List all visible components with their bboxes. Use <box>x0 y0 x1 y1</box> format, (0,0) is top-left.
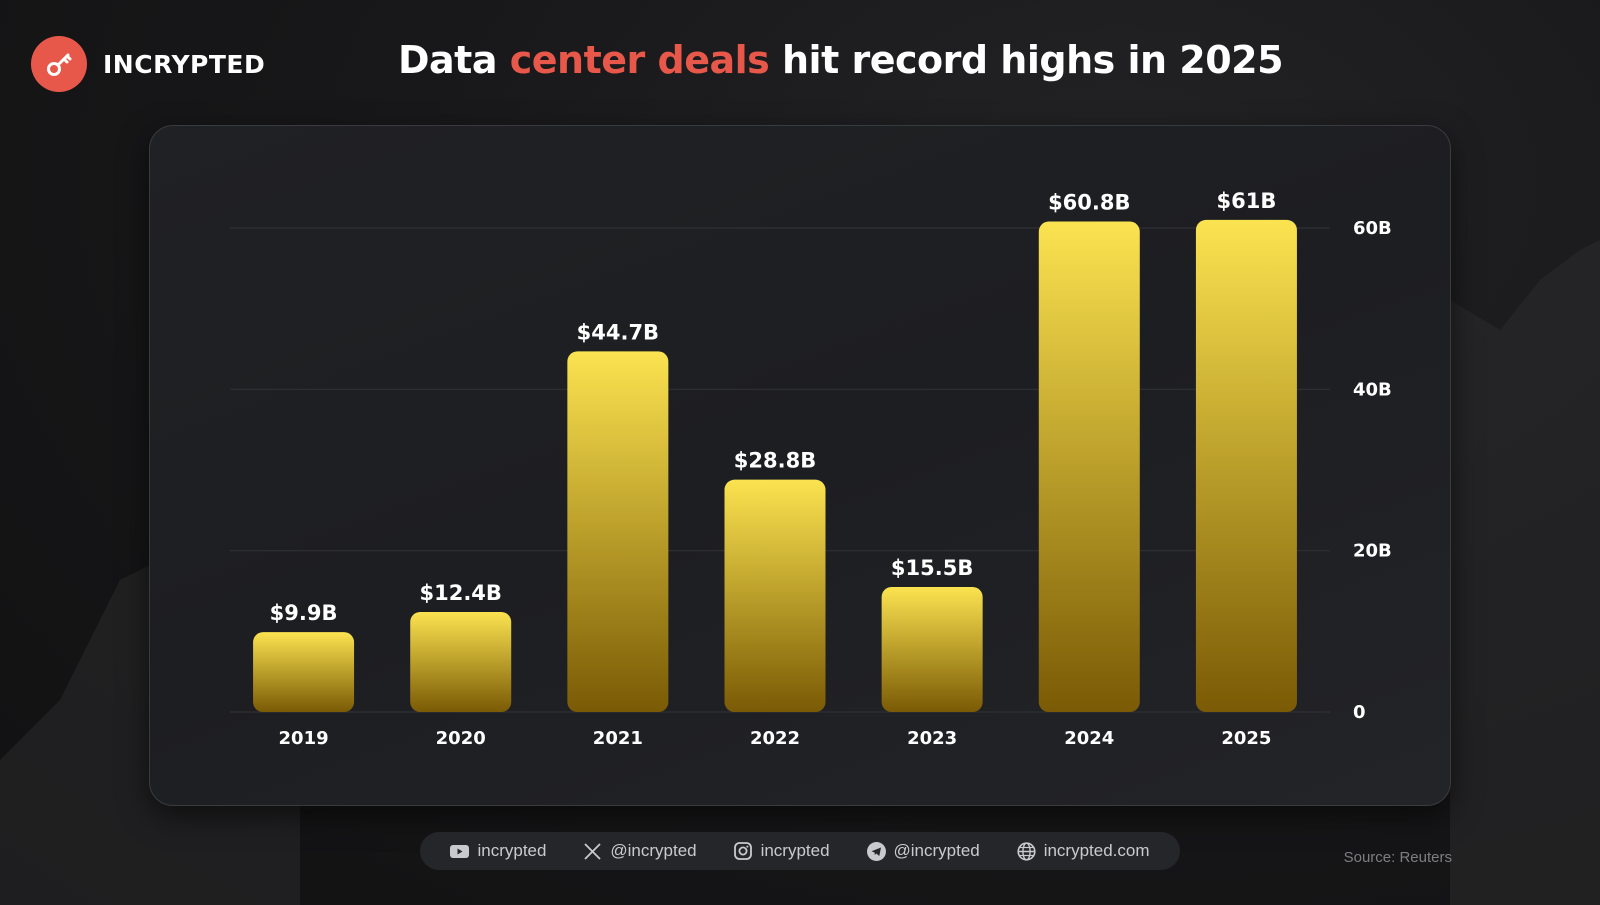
brand-logo: INCRYPTED <box>31 36 265 92</box>
social-telegram-label: @incrypted <box>893 841 980 860</box>
title-part-1: Data <box>398 38 510 82</box>
chart-card: 0 20B 40B 60B $9.9B 2019 $12.4B 2020 $44.7B 2021 $… <box>149 125 1451 806</box>
source-note: Source: Reuters <box>1343 849 1452 866</box>
x-tick-label: 2024 <box>1064 728 1114 749</box>
bar-value-label: $44.7B <box>577 320 659 344</box>
social-links-bar: incrypted @incrypted incrypted @incrypte… <box>420 832 1180 870</box>
x-tick-label: 2022 <box>750 728 800 749</box>
x-tick-label: 2021 <box>593 728 643 749</box>
bar-2025 <box>1195 219 1297 712</box>
x-tick-label: 2020 <box>436 728 486 749</box>
y-tick-label: 60B <box>1353 218 1392 239</box>
social-x-label: @incrypted <box>610 841 697 860</box>
social-youtube-label: incrypted <box>477 841 547 860</box>
social-instagram-label: incrypted <box>760 841 830 860</box>
bar-value-label: $9.9B <box>270 601 338 625</box>
social-telegram[interactable]: @incrypted <box>866 841 980 861</box>
bar-2021 <box>567 351 669 712</box>
title-accent: center deals <box>509 38 770 82</box>
key-icon <box>31 36 87 92</box>
bar-value-label: $15.5B <box>891 556 973 580</box>
social-instagram[interactable]: incrypted <box>734 841 830 861</box>
bar-value-label: $28.8B <box>734 449 816 473</box>
bar-2024 <box>1038 221 1140 712</box>
bar-value-label: $61B <box>1217 189 1277 213</box>
bar-2020 <box>410 611 512 712</box>
x-icon <box>583 842 602 861</box>
x-tick-label: 2023 <box>907 728 957 749</box>
social-x[interactable]: @incrypted <box>583 841 697 861</box>
telegram-icon <box>866 841 886 861</box>
bar-value-label: $12.4B <box>419 581 501 605</box>
y-tick-label: 0 <box>1353 702 1366 723</box>
youtube-icon <box>450 842 470 861</box>
bar-2023 <box>881 586 983 712</box>
instagram-icon <box>734 842 753 861</box>
bar-value-label: $60.8B <box>1048 191 1130 215</box>
x-tick-label: 2025 <box>1221 728 1271 749</box>
title-part-2: hit record highs in 2025 <box>769 38 1284 82</box>
bar-2022 <box>724 479 826 712</box>
x-tick-label: 2019 <box>279 728 329 749</box>
brand-name: INCRYPTED <box>103 49 266 79</box>
social-website-label: incrypted.com <box>1043 841 1150 860</box>
bar-2019 <box>253 632 355 712</box>
social-youtube[interactable]: incrypted <box>450 841 546 861</box>
social-website[interactable]: incrypted.com <box>1017 841 1150 861</box>
y-tick-label: 20B <box>1353 541 1392 562</box>
page-title: Data center deals hit record highs in 20… <box>398 38 1284 82</box>
globe-icon <box>1017 841 1036 861</box>
y-tick-label: 40B <box>1353 379 1392 400</box>
bar-chart: 0 20B 40B 60B $9.9B 2019 $12.4B 2020 $44.7B 2021 $… <box>230 189 1392 749</box>
